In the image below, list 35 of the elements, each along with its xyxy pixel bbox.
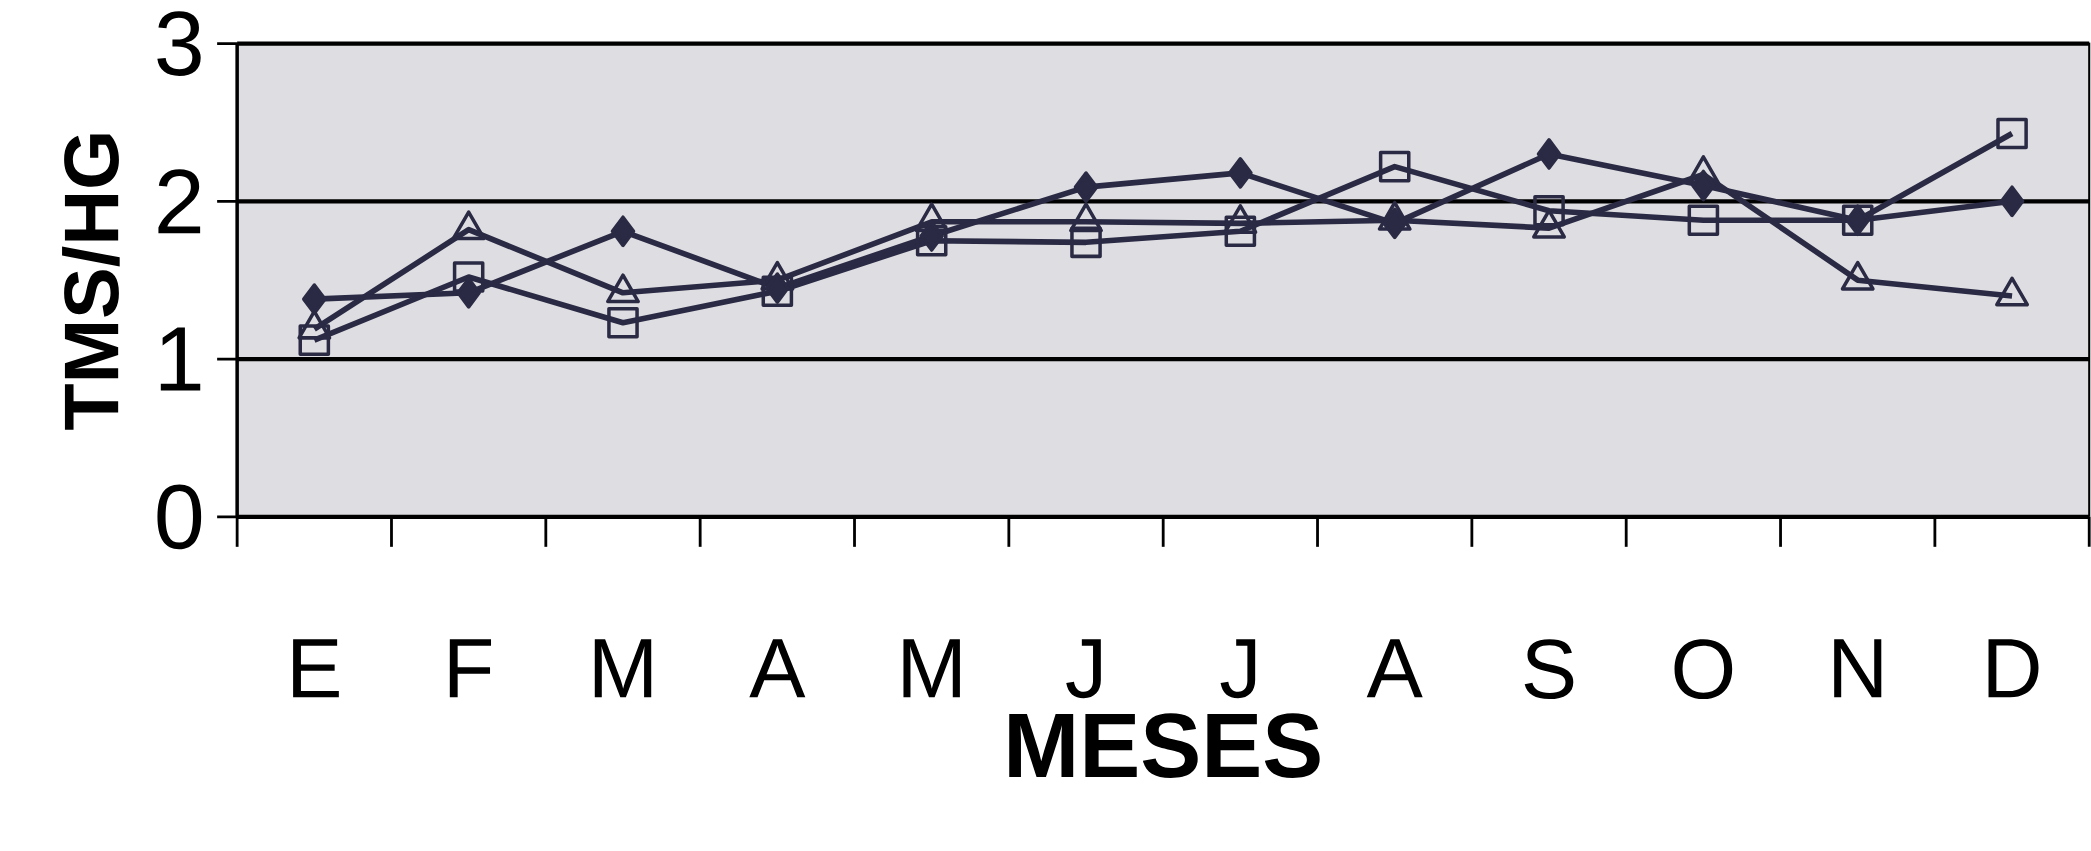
point	[1224, 215, 1257, 248]
x-tick-label: N	[1834, 639, 1882, 698]
y-tick-label: 2	[158, 169, 201, 234]
point	[1378, 150, 1411, 183]
x-tick-label: O	[1674, 639, 1733, 700]
y-tick-label: 3	[157, 11, 201, 76]
point	[302, 283, 327, 315]
point	[452, 261, 485, 293]
point	[1533, 194, 1565, 227]
point	[1687, 204, 1720, 237]
x-axis-title: MESES	[1009, 713, 1320, 778]
x-tick-label: D	[1988, 639, 2039, 698]
x-tick-label: J	[1066, 639, 1101, 699]
point	[1070, 226, 1102, 259]
x-tick-label: J	[1220, 639, 1256, 699]
y-tick-label: 1	[160, 327, 201, 391]
x-tick-label: M	[903, 639, 960, 698]
point	[298, 324, 331, 356]
x-tick-label: E	[293, 639, 339, 698]
point	[1228, 157, 1253, 189]
y-tick-label: 0	[157, 484, 202, 550]
point	[1996, 117, 2028, 150]
x-tick-label: A	[1366, 639, 1423, 698]
point	[607, 306, 639, 339]
point	[610, 215, 636, 248]
point	[1536, 138, 1562, 170]
x-tick-label: M	[594, 639, 652, 698]
point	[1691, 169, 1716, 202]
x-tick-label: S	[1524, 639, 1574, 700]
point	[1999, 185, 2025, 218]
x-tick-label: A	[749, 639, 806, 698]
point	[1382, 207, 1407, 240]
x-tick-label: F	[449, 639, 492, 698]
y-axis-title: TMS/HG	[62, 134, 120, 430]
point	[1073, 171, 1099, 203]
